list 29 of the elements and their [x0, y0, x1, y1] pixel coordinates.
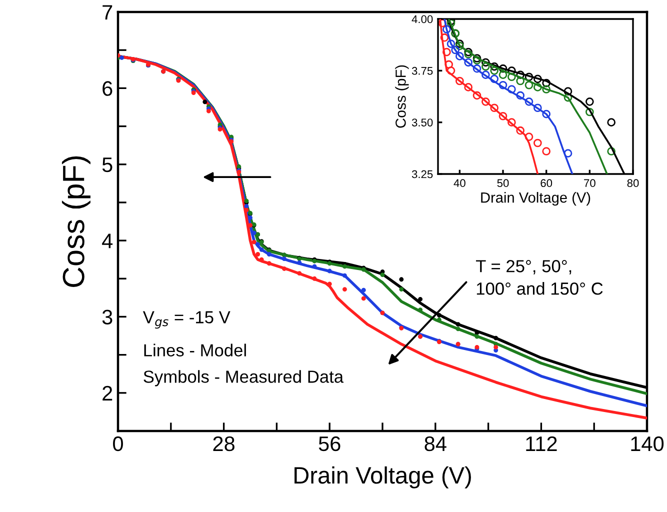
y-tick-label: 4.00	[412, 15, 433, 24]
x-tick-label: 70	[584, 179, 596, 188]
x-tick-label: 56	[318, 436, 340, 452]
x-axis-title: Drain Voltage (V)	[294, 466, 471, 488]
x-tick-label: 140	[631, 436, 664, 452]
annotation: T = 25°, 50°, 100° and 150° C	[476, 260, 603, 295]
y-tick-label: 3.75	[412, 66, 433, 75]
annotation: V$_{gs}$ = -15 V	[142, 311, 230, 329]
y-tick-label: 3.25	[412, 170, 433, 178]
y-tick-label: 3.50	[412, 118, 433, 126]
x-tick-label: 0	[113, 436, 123, 452]
y-tick-label: 4	[102, 234, 113, 248]
x-tick-label: 60	[540, 179, 552, 188]
x-tick-label: 84	[424, 436, 446, 452]
y-axis-title: Coss (pF)	[395, 65, 409, 128]
x-tick-label: 40	[454, 179, 466, 188]
y-tick-label: 3	[102, 310, 112, 324]
y-axis-title: Coss (pF)	[62, 156, 90, 287]
annotation: Symbols - Measured Data	[144, 370, 344, 386]
x-tick-label: 80	[627, 179, 639, 188]
y-tick-label: 5	[102, 158, 112, 172]
y-tick-label: 7	[102, 5, 112, 20]
annotation: Lines - Model	[144, 344, 246, 356]
x-tick-label: 50	[497, 179, 509, 188]
y-tick-label: 2	[102, 386, 112, 400]
x-tick-label: 112	[526, 436, 557, 451]
x-axis-title: Drain Voltage (V)	[481, 192, 590, 206]
x-tick-label: 28	[213, 436, 234, 452]
y-tick-label: 6	[102, 81, 112, 96]
